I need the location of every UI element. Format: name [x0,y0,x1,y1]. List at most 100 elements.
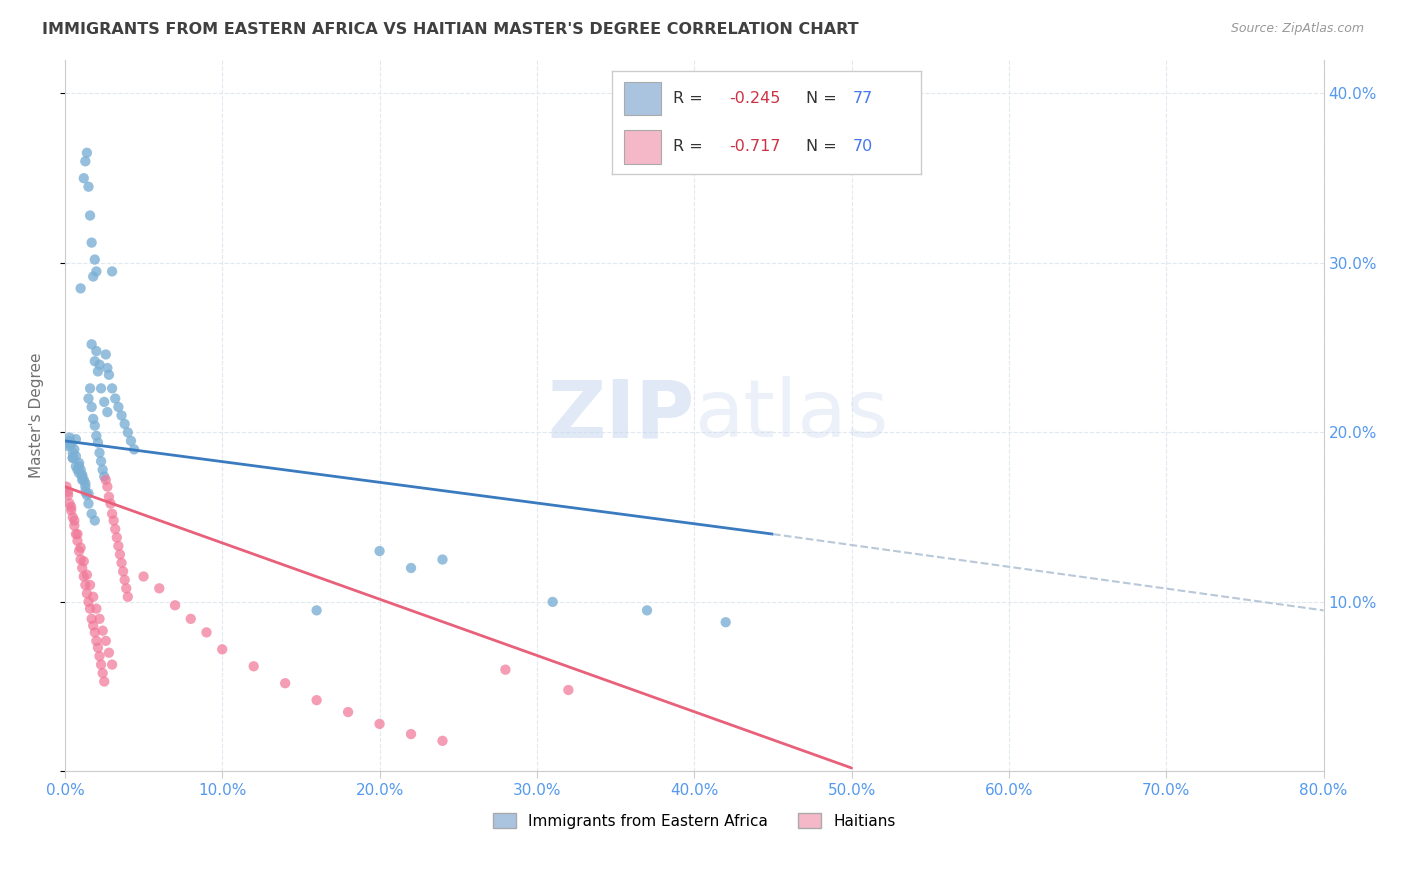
Point [62,446,84,460]
Text: ZIP: ZIP [547,376,695,455]
Point [368,717,391,731]
Point [70,561,93,575]
Point [56,484,79,499]
Point [101,657,124,672]
Point [82,269,104,284]
Point [211,642,233,657]
Point [89,446,111,460]
Point [100,497,122,511]
Bar [624,81,661,115]
Point [148,582,170,596]
Point [69,541,91,555]
Point [636,603,658,617]
Point [55,480,77,494]
Point [87,435,110,450]
Point [79,578,101,592]
Point [94,473,117,487]
Point [91,666,114,681]
Point [90,657,112,672]
Bar [624,130,661,163]
Point [114,417,136,431]
Point [60,500,83,514]
Point [65,432,87,446]
Point [73,554,96,568]
Point [87,640,110,655]
Point [93,674,115,689]
Point [75,484,97,499]
Text: atlas: atlas [695,376,889,455]
Point [494,663,516,677]
Point [86,601,108,615]
Point [80,400,103,414]
Point [56,439,79,453]
Point [94,347,117,361]
Point [63,514,86,528]
Point [399,561,422,575]
Point [75,578,97,592]
Point [108,548,131,562]
Point [70,473,93,487]
Point [76,145,98,160]
Text: 70: 70 [853,139,873,154]
Point [73,473,96,487]
Point [59,430,82,444]
Point [60,437,83,451]
Point [96,405,118,419]
Point [305,693,328,707]
Point [67,459,90,474]
Point [112,565,135,579]
Point [89,358,111,372]
Point [80,507,103,521]
Text: -0.717: -0.717 [730,139,780,154]
Point [77,595,100,609]
Point [96,480,118,494]
Point [56,488,79,502]
Point [86,264,108,278]
Point [115,582,138,596]
Y-axis label: Master's Degree: Master's Degree [30,352,44,478]
Point [65,527,87,541]
Point [101,507,124,521]
Point [97,646,120,660]
Point [79,209,101,223]
Point [66,533,89,548]
Point [97,490,120,504]
Point [79,601,101,615]
Point [82,590,104,604]
Point [132,569,155,583]
Point [83,418,105,433]
Point [80,612,103,626]
Point [93,395,115,409]
Point [110,556,132,570]
Point [67,456,90,470]
Point [83,625,105,640]
Text: Source: ZipAtlas.com: Source: ZipAtlas.com [1230,22,1364,36]
Text: R =: R = [673,139,709,154]
Point [104,392,127,406]
Point [541,595,564,609]
Point [73,171,96,186]
Point [87,364,110,378]
Point [117,590,139,604]
Point [94,633,117,648]
Point [91,624,114,638]
Point [107,400,129,414]
Point [89,612,111,626]
Point [120,434,142,448]
Point [103,514,125,528]
Point [97,368,120,382]
Point [83,354,105,368]
Point [122,442,145,457]
Point [107,539,129,553]
Point [274,676,297,690]
Point [714,615,737,630]
Point [399,727,422,741]
Point [82,618,104,632]
Point [65,459,87,474]
Text: -0.245: -0.245 [730,91,780,106]
Point [80,235,103,250]
Point [79,381,101,395]
Point [105,531,128,545]
Point [60,503,83,517]
Point [86,633,108,648]
